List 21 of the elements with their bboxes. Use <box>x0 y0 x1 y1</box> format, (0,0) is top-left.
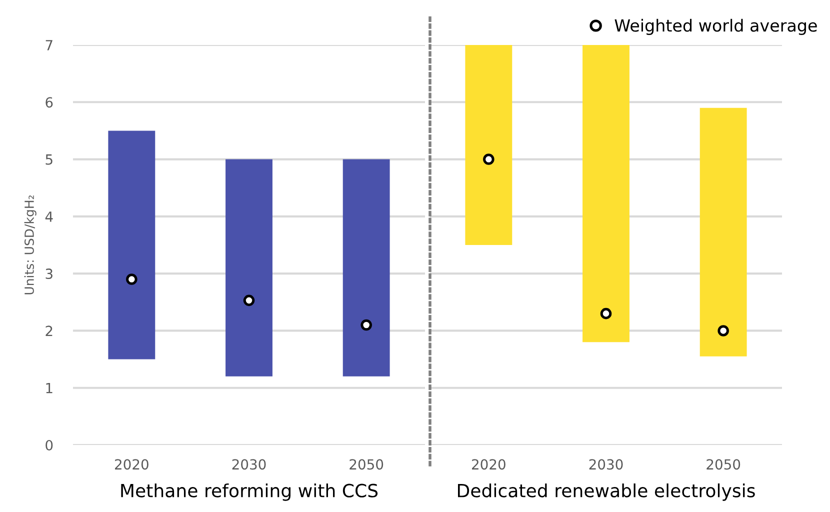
x-tick-label: 2020 <box>472 459 506 470</box>
x-tick-label: 2030 <box>589 459 623 470</box>
y-tick-label: 1 <box>46 383 52 394</box>
x-axis-title: Dedicated renewable electrolysis <box>458 483 755 501</box>
x-tick-label: 2050 <box>350 459 384 470</box>
point <box>126 274 138 285</box>
x-tick-label: 2030 <box>232 459 266 470</box>
y-tick-label: 7 <box>46 40 52 50</box>
y-tick-label: 3 <box>46 268 52 280</box>
x-tick-label: 2020 <box>115 459 148 470</box>
y-tick-label: 2 <box>46 326 52 336</box>
y-tick-label: 5 <box>46 154 52 165</box>
y-axis-title: Units: USD/kgH₂ <box>24 195 36 294</box>
x-tick-label: 2050 <box>706 459 740 470</box>
y-tick-label: 0 <box>46 440 53 450</box>
x-axis-title: Methane reforming with CCS <box>121 483 378 501</box>
point <box>243 294 255 306</box>
legend-label: Weighted world average <box>614 18 817 35</box>
point <box>360 319 372 331</box>
y-tick-label: 4 <box>45 212 53 222</box>
y-tick-label: 6 <box>46 97 53 108</box>
